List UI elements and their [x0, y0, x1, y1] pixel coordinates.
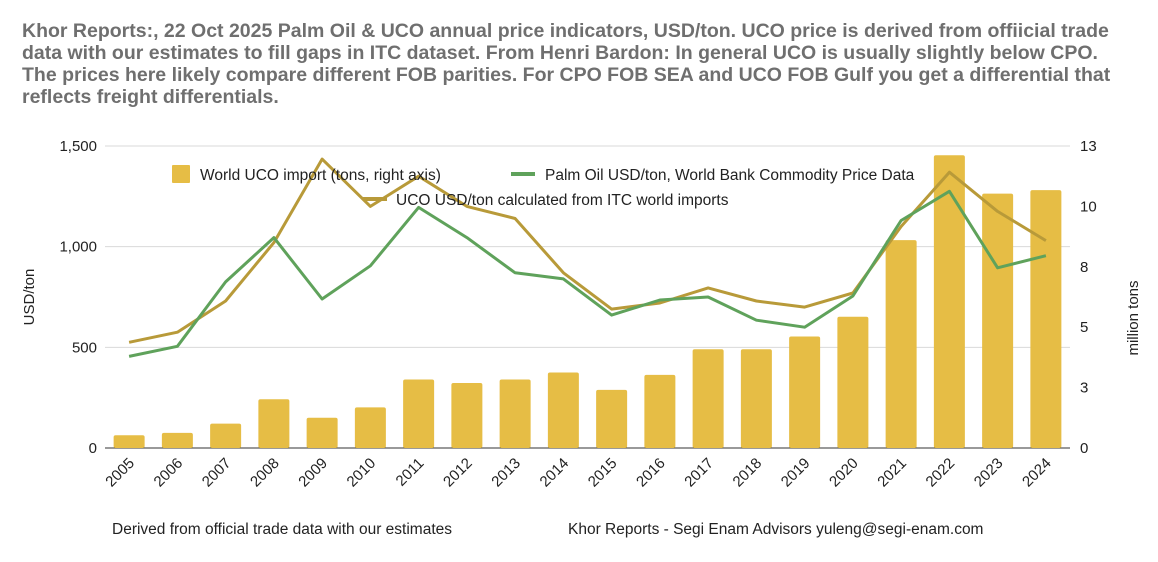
bar-uco-import-2019: [789, 336, 821, 448]
bar-uco-import-2011: [403, 379, 435, 448]
x-tick-label: 2020: [826, 455, 862, 491]
x-tick-label: 2009: [295, 455, 331, 491]
legend-swatch-uco-import: [172, 165, 190, 183]
right-tick-label: 13: [1080, 138, 1097, 155]
right-axis-title: million tons: [1125, 280, 1142, 355]
bar-uco-import-2020: [837, 316, 869, 448]
x-tick-label: 2023: [971, 455, 1007, 491]
footer-credit: Khor Reports - Segi Enam Advisors yuleng…: [568, 521, 983, 538]
legend-label-uco-import: World UCO import (tons, right axis): [200, 167, 441, 184]
bar-uco-import-2012: [451, 382, 483, 448]
bar-uco-import-2018: [740, 349, 772, 448]
legend-label-uco-price: UCO USD/ton calculated from ITC world im…: [396, 192, 729, 209]
x-tick-label: 2018: [730, 455, 766, 491]
right-tick-label: 0: [1080, 440, 1088, 457]
x-tick-label: 2011: [393, 455, 428, 490]
bar-uco-import-2022: [933, 155, 965, 449]
bar-uco-import-2024: [1030, 190, 1062, 448]
x-tick-label: 2007: [199, 455, 235, 491]
right-tick-label: 8: [1080, 259, 1088, 276]
left-tick-label: 0: [89, 440, 97, 457]
legend: World UCO import (tons, right axis) Palm …: [172, 165, 915, 209]
x-tick-label: 2005: [102, 455, 138, 491]
legend-label-palm-oil: Palm Oil USD/ton, World Bank Commodity P…: [545, 167, 915, 184]
bar-uco-import-2006: [161, 432, 193, 448]
x-tick-label: 2021: [874, 455, 910, 491]
bar-uco-import-2014: [547, 372, 579, 448]
bar-uco-import-2013: [499, 379, 531, 448]
left-tick-label: 500: [72, 339, 97, 356]
left-tick-label: 1,500: [59, 138, 97, 155]
right-axis-ticks: 0 3 5 8 10 13: [1080, 138, 1097, 457]
bar-uco-import-2015: [596, 389, 628, 448]
x-tick-label: 2024: [1019, 455, 1055, 491]
bar-uco-import-2017: [692, 349, 724, 448]
left-axis-ticks: 0 500 1,000 1,500: [59, 138, 97, 457]
x-tick-label: 2008: [247, 455, 283, 491]
bar-uco-import-2007: [210, 423, 242, 448]
left-axis-title: USD/ton: [21, 269, 38, 326]
x-tick-label: 2014: [537, 455, 573, 491]
bar-uco-import-2023: [982, 193, 1014, 448]
right-tick-label: 5: [1080, 319, 1088, 336]
x-tick-label: 2017: [681, 455, 717, 491]
right-tick-label: 10: [1080, 198, 1097, 215]
x-tick-label: 2012: [440, 455, 476, 491]
bar-uco-import-2016: [644, 374, 676, 448]
x-tick-label: 2006: [151, 455, 187, 491]
x-axis-ticks: 2005 2006 2007 2008 2009 2010 2011 2012 2013 2014…: [102, 455, 1054, 491]
x-tick-label: 2010: [344, 455, 380, 491]
chart-title: Khor Reports:, 22 Oct 2025 Palm Oil & UC…: [22, 20, 1111, 108]
line-palm-oil-price: [128, 189, 1047, 358]
x-tick-label: 2013: [488, 455, 524, 491]
bar-uco-import-2010: [354, 407, 386, 448]
bar-uco-import-2021: [885, 240, 917, 448]
right-tick-label: 3: [1080, 380, 1088, 397]
x-tick-label: 2015: [585, 455, 621, 491]
x-tick-label: 2019: [778, 455, 814, 491]
line-uco-price: [128, 157, 1047, 344]
x-tick-label: 2016: [633, 455, 669, 491]
bar-uco-import-2005: [113, 435, 145, 448]
line-series: [128, 157, 1047, 358]
left-tick-label: 1,000: [59, 239, 97, 256]
bar-uco-import-2008: [258, 399, 290, 448]
x-tick-label: 2022: [923, 455, 959, 491]
footer-source-note: Derived from official trade data with ou…: [112, 521, 452, 538]
bar-uco-import-2009: [306, 417, 338, 448]
